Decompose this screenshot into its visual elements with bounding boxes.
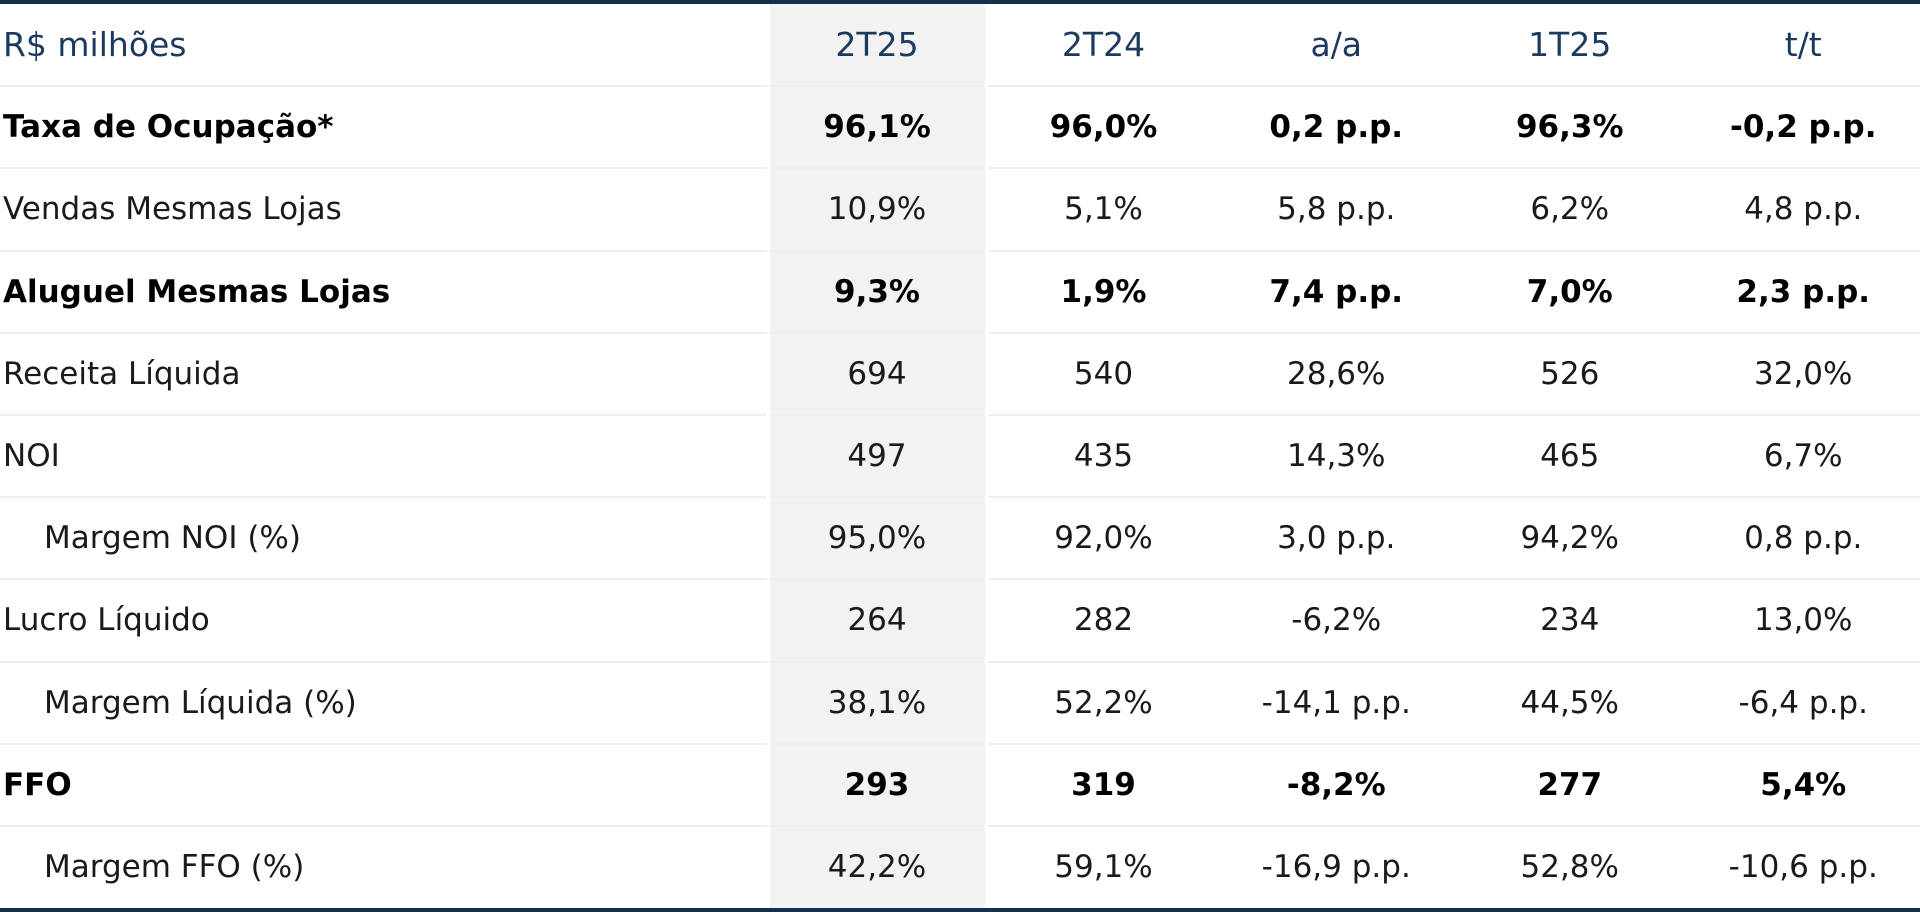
table-cell: 28,6% bbox=[1219, 332, 1453, 416]
table-cell: 2,3 p.p. bbox=[1686, 250, 1920, 334]
table-cell: 94,2% bbox=[1453, 497, 1687, 581]
table-cell: 96,3% bbox=[1453, 86, 1687, 170]
table-cell: 7,4 p.p. bbox=[1219, 250, 1453, 334]
row-label: Lucro Líquido bbox=[0, 579, 768, 663]
table-cell: -10,6 p.p. bbox=[1728, 849, 1878, 886]
table-cell: 5,8 p.p. bbox=[1219, 168, 1453, 252]
header-label: R$ milhões bbox=[0, 4, 768, 88]
table-cell: 92,0% bbox=[986, 497, 1220, 581]
table-row: NOI 497 435 14,3% 465 6,7% bbox=[0, 414, 1920, 499]
table-cell: -14,1 p.p. bbox=[1219, 661, 1453, 745]
table-cell: 52,8% bbox=[1520, 849, 1619, 886]
row-label: FFO bbox=[0, 743, 768, 827]
table-cell: 5,1% bbox=[986, 168, 1220, 252]
table-cell: 264 bbox=[766, 579, 988, 663]
table-cell: 13,0% bbox=[1686, 579, 1920, 663]
table-cell: 293 bbox=[766, 743, 988, 827]
table-cell: 59,1% bbox=[1054, 849, 1153, 886]
table-row: Margem Líquida (%) 38,1% 52,2% -14,1 p.p. 44… bbox=[0, 661, 1920, 745]
table-cell: 435 bbox=[986, 414, 1220, 499]
table-row: Vendas Mesmas Lojas 10,9% 5,1% 5,8 p.p. 6,2%… bbox=[0, 168, 1920, 252]
table-cell: 1,9% bbox=[986, 250, 1220, 334]
table-cell: 38,1% bbox=[766, 661, 988, 745]
table-cell: 0,2 p.p. bbox=[1219, 86, 1453, 170]
table-cell: 44,5% bbox=[1453, 661, 1687, 745]
table-cell: 3,0 p.p. bbox=[1219, 497, 1453, 581]
table-cell: -16,9 p.p. bbox=[1261, 849, 1411, 886]
column-header-aa: a/a bbox=[1219, 4, 1453, 88]
table-cell: 497 bbox=[766, 414, 988, 499]
table-cell: 96,1% bbox=[766, 86, 988, 170]
table-cell: 277 bbox=[1453, 743, 1687, 827]
table-row: Margem NOI (%) 95,0% 92,0% 3,0 p.p. 94,2% 0,8… bbox=[0, 497, 1920, 581]
table-cell: 14,3% bbox=[1219, 414, 1453, 499]
row-label: Vendas Mesmas Lojas bbox=[0, 168, 768, 252]
table-cell: 95,0% bbox=[766, 497, 988, 581]
table-cell: 0,8 p.p. bbox=[1686, 497, 1920, 581]
table-cell: -8,2% bbox=[1219, 743, 1453, 827]
table-cell: 282 bbox=[986, 579, 1220, 663]
row-label: Receita Líquida bbox=[0, 332, 768, 416]
table-cell: 6,2% bbox=[1453, 168, 1687, 252]
row-label: Margem Líquida (%) bbox=[0, 661, 768, 745]
table-row: FFO 293 319 -8,2% 277 5,4% bbox=[0, 743, 1920, 827]
table-cell: 96,0% bbox=[986, 86, 1220, 170]
table-cell: -6,4 p.p. bbox=[1686, 661, 1920, 745]
table-cell: 10,9% bbox=[766, 168, 988, 252]
table-row: Lucro Líquido 264 282 -6,2% 234 13,0% bbox=[0, 579, 1920, 663]
table-cell: 465 bbox=[1453, 414, 1687, 499]
table-row: Taxa de Ocupação* 96,1% 96,0% 0,2 p.p. 96,3%… bbox=[0, 86, 1920, 170]
table-cell: 234 bbox=[1453, 579, 1687, 663]
table-cell: 42,2% bbox=[766, 825, 988, 909]
table-cell: 526 bbox=[1453, 332, 1687, 416]
table-row: Receita Líquida 694 540 28,6% 526 32,0% bbox=[0, 332, 1920, 416]
table-cell: 540 bbox=[986, 332, 1220, 416]
table-row: Aluguel Mesmas Lojas 9,3% 1,9% 7,4 p.p. 7,0%… bbox=[0, 250, 1920, 334]
row-label: Aluguel Mesmas Lojas bbox=[0, 250, 768, 334]
table-cell: 32,0% bbox=[1686, 332, 1920, 416]
table-cell: -6,2% bbox=[1219, 579, 1453, 663]
header-row: R$ milhões 2T25 2T24 a/a 1T25 t/t bbox=[0, 4, 1920, 88]
column-header-1t25: 1T25 bbox=[1453, 4, 1687, 88]
table-body: Taxa de Ocupação* 96,1% 96,0% 0,2 p.p. 96,3%… bbox=[0, 86, 1920, 909]
row-label: Margem NOI (%) bbox=[0, 497, 768, 581]
table-cell: -0,2 p.p. bbox=[1686, 86, 1920, 170]
table-cell: 5,4% bbox=[1686, 743, 1920, 827]
table-cell: 4,8 p.p. bbox=[1686, 168, 1920, 252]
table-cell: 7,0% bbox=[1453, 250, 1687, 334]
table-cell: 52,2% bbox=[986, 661, 1220, 745]
table-cell: 9,3% bbox=[766, 250, 988, 334]
row-label: Taxa de Ocupação* bbox=[0, 86, 768, 170]
table-cell: 694 bbox=[766, 332, 988, 416]
table-cell: 319 bbox=[986, 743, 1220, 827]
row-label: NOI bbox=[0, 414, 768, 499]
table-row: Margem FFO (%) 42,2% 59,1% -16,9 p.p. 52,8% -… bbox=[0, 825, 1920, 909]
column-header-2t25: 2T25 bbox=[766, 4, 988, 88]
column-header-tt: t/t bbox=[1686, 4, 1920, 88]
table-cell: 6,7% bbox=[1686, 414, 1920, 499]
summary-table: R$ milhões 2T25 2T24 a/a 1T25 t/t Taxa d… bbox=[0, 4, 1920, 909]
row-label: Margem FFO (%) bbox=[44, 849, 305, 886]
column-header-2t24: 2T24 bbox=[986, 4, 1220, 88]
